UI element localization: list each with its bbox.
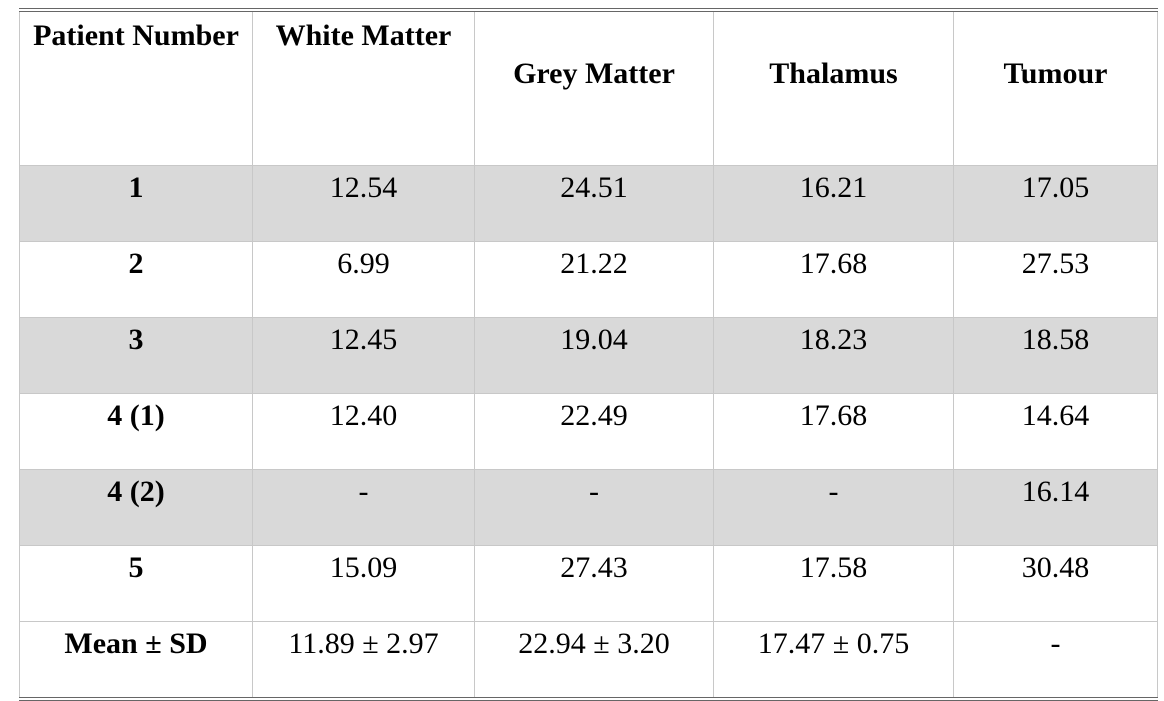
cell: - bbox=[474, 469, 714, 546]
cell: 17.47 ± 0.75 bbox=[713, 621, 954, 700]
cell: 6.99 bbox=[252, 241, 475, 318]
cell: 12.40 bbox=[252, 393, 475, 470]
cell: 19.04 bbox=[474, 317, 714, 394]
cell: 21.22 bbox=[474, 241, 714, 318]
table-row: 4 (1) 12.40 22.49 17.68 14.64 bbox=[19, 393, 1158, 470]
row-label: 1 bbox=[19, 165, 253, 242]
header-cell: Grey Matter bbox=[474, 10, 714, 166]
table-row: 3 12.45 19.04 18.23 18.58 bbox=[19, 317, 1158, 394]
cell: 12.45 bbox=[252, 317, 475, 394]
table-row: 2 6.99 21.22 17.68 27.53 bbox=[19, 241, 1158, 318]
cell: 30.48 bbox=[953, 545, 1158, 622]
cell: - bbox=[252, 469, 475, 546]
table-row: 4 (2) - - -16.14 bbox=[19, 469, 1158, 546]
cell: - bbox=[713, 469, 954, 546]
header-cell: Patient Number bbox=[19, 10, 253, 166]
cell: 17.05 bbox=[953, 165, 1158, 242]
table-row: 1 12.54 24.51 16.21 17.05 bbox=[19, 165, 1158, 242]
cell: - bbox=[953, 621, 1158, 700]
row-label: 3 bbox=[19, 317, 253, 394]
row-label: 5 bbox=[19, 545, 253, 622]
cell: 16.21 bbox=[713, 165, 954, 242]
table-row: Mean ± SD 11.89 ± 2.97 22.94 ± 3.20 17.47 ±… bbox=[19, 621, 1158, 700]
row-label: 4 (1) bbox=[19, 393, 253, 470]
cell: 12.54 bbox=[252, 165, 475, 242]
header-cell: Thalamus bbox=[713, 10, 954, 166]
row-label: 4 (2) bbox=[19, 469, 253, 546]
cell: 18.23 bbox=[713, 317, 954, 394]
cell: 18.58 bbox=[953, 317, 1158, 394]
cell: 24.51 bbox=[474, 165, 714, 242]
data-table: Patient Number White Matter Grey Matter Tha… bbox=[19, 8, 1158, 701]
page: Patient Number White Matter Grey Matter Tha… bbox=[19, 8, 1158, 701]
cell: 14.64 bbox=[953, 393, 1158, 470]
cell: 11.89 ± 2.97 bbox=[252, 621, 475, 700]
cell: 27.43 bbox=[474, 545, 714, 622]
cell: 27.53 bbox=[953, 241, 1158, 318]
table-row: 5 15.09 27.43 17.58 30.48 bbox=[19, 545, 1158, 622]
cell: 17.68 bbox=[713, 393, 954, 470]
cell: 22.49 bbox=[474, 393, 714, 470]
cell: 17.68 bbox=[713, 241, 954, 318]
cell: 17.58 bbox=[713, 545, 954, 622]
header-cell: Tumour bbox=[953, 10, 1158, 166]
cell: 16.14 bbox=[953, 469, 1158, 546]
row-label: 2 bbox=[19, 241, 253, 318]
cell: 22.94 ± 3.20 bbox=[474, 621, 714, 700]
cell: 15.09 bbox=[252, 545, 475, 622]
header-row: Patient Number White Matter Grey Matter Tha… bbox=[19, 10, 1158, 166]
header-cell: White Matter bbox=[252, 10, 475, 166]
table-body: 1 12.54 24.51 16.21 17.05 2 6.99 21.22 17.68 27.5… bbox=[19, 165, 1158, 700]
row-label: Mean ± SD bbox=[19, 621, 253, 700]
table-head: Patient Number White Matter Grey Matter Tha… bbox=[19, 10, 1158, 166]
